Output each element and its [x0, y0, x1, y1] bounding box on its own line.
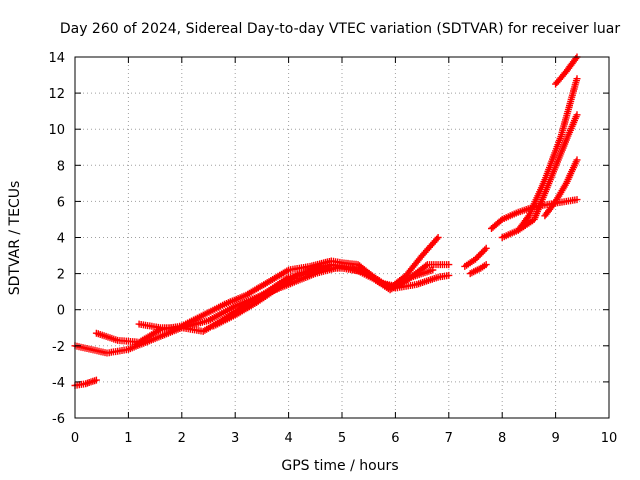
y-tick-label: 10 [48, 123, 65, 138]
y-tick-label: -6 [52, 412, 65, 427]
series-track-2 [71, 376, 100, 389]
chart-title: Day 260 of 2024, Sidereal Day-to-day VTE… [60, 21, 621, 37]
x-tick-label: 1 [124, 431, 132, 446]
x-tick-label: 2 [178, 431, 186, 446]
x-tick-label: 6 [391, 431, 399, 446]
data-point-markers [541, 156, 581, 220]
x-tick-label: 8 [498, 431, 506, 446]
y-tick-label: 2 [57, 268, 65, 283]
y-tick-label: 14 [48, 51, 65, 66]
series-track-7 [466, 261, 490, 278]
series-track-10 [514, 75, 581, 234]
x-tick-label: 7 [445, 431, 453, 446]
x-tick-label: 5 [338, 431, 346, 446]
y-tick-label: 4 [57, 232, 65, 247]
x-axis-label: GPS time / hours [281, 458, 398, 474]
y-tick-label: 6 [57, 195, 65, 210]
data-point-markers [466, 261, 490, 278]
x-tick-label: 4 [284, 431, 292, 446]
y-tick-label: -2 [52, 340, 65, 355]
series-track-5 [210, 264, 437, 330]
grid-lines [75, 57, 609, 418]
y-tick-label: 0 [57, 304, 65, 319]
data-point-markers [461, 244, 490, 270]
x-tick-label: 0 [71, 431, 79, 446]
y-tick-label: 12 [48, 87, 65, 102]
x-tick-label: 10 [601, 431, 618, 446]
x-tick-label: 3 [231, 431, 239, 446]
series-track-11 [541, 156, 581, 220]
series-track-12 [552, 53, 581, 88]
x-tick-label: 9 [551, 431, 559, 446]
data-point-markers [210, 264, 437, 330]
data-point-markers [71, 376, 100, 389]
y-axis-label: SDTVAR / TECUs [7, 181, 23, 296]
y-tick-label: 8 [57, 159, 65, 174]
data-point-markers [552, 53, 581, 88]
data-point-markers [514, 75, 581, 234]
data-markers [71, 53, 581, 389]
y-tick-label: -4 [52, 376, 65, 391]
series-track-6 [461, 244, 490, 270]
